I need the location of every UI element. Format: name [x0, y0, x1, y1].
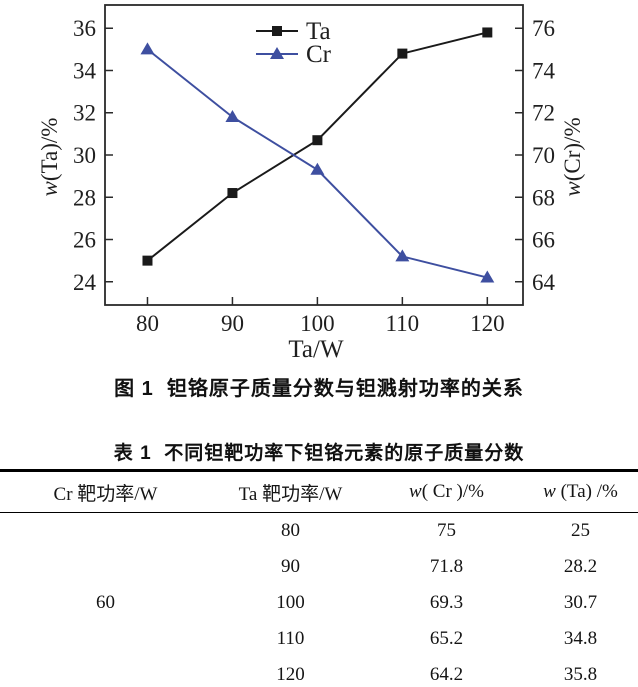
cell-cr-power: 60: [96, 592, 115, 613]
legend-marker-cr: [270, 47, 284, 59]
y-right-tick-label: 64: [532, 270, 556, 295]
table-row: 110 65.2 34.8: [0, 621, 638, 657]
data-point-cr: [140, 42, 155, 55]
table-row: 120 64.2 35.8: [0, 657, 638, 687]
cell-w-ta: 25: [571, 520, 590, 541]
y-right-tick-label: 76: [532, 16, 555, 41]
x-tick-label: 100: [300, 311, 335, 336]
cell-ta-power: 80: [281, 520, 300, 541]
y-right-tick-label: 68: [532, 185, 555, 210]
data-point-ta: [482, 27, 493, 38]
x-tick-label: 110: [386, 311, 420, 336]
col-header-4: w (Ta) /%: [523, 470, 638, 513]
figure-1: 80 90 100 110 120 24 26 28 30 32 34 36 64 66 68 70 72 74 7…: [37, 4, 585, 400]
y-left-tick-label: 36: [73, 16, 96, 41]
cell-w-cr: 71.8: [429, 556, 464, 577]
y-left-tick-label: 26: [73, 228, 96, 253]
data-point-cr: [225, 109, 240, 122]
col-header-1: Cr 靶功率/W: [0, 470, 211, 513]
y-left-tick-label: 30: [73, 143, 96, 168]
y-left-tick-label: 34: [73, 58, 97, 83]
y-left-tick-label: 28: [73, 185, 96, 210]
x-tick-label: 90: [221, 311, 244, 336]
legend-label-ta: Ta: [306, 18, 331, 45]
y-left-axis-label: w(Ta)/%: [37, 118, 62, 197]
cell-w-cr: 65.2: [429, 628, 464, 649]
table-title: 表 1 不同钽靶功率下钽铬元素的原子质量分数: [113, 443, 525, 464]
table-row: 60 80 75 25: [0, 513, 638, 613]
cell-w-ta: 28.2: [563, 556, 598, 577]
cell-w-cr: 69.3: [429, 592, 464, 613]
table-header: Cr 靶功率/W Ta 靶功率/W w( Cr )/% w (Ta) /%: [0, 470, 638, 513]
y-left-tick-label: 24: [73, 270, 97, 295]
col-header-3: w( Cr )/%: [370, 470, 523, 513]
cell-w-ta: 35.8: [563, 664, 598, 685]
cell-ta-power: 120: [276, 664, 305, 685]
cell-w-cr: 75: [437, 520, 456, 541]
line-chart: 80 90 100 110 120 24 26 28 30 32 34 36 64 66 68 70 72 74 7…: [37, 4, 585, 363]
y-right-tick-label: 72: [532, 101, 555, 126]
data-point-cr: [480, 270, 495, 283]
figure-caption: 图 1 钽铬原子质量分数与钽溅射功率的关系: [114, 378, 524, 400]
col-header-2: Ta 靶功率/W: [211, 470, 370, 513]
legend-marker-ta: [272, 26, 282, 36]
cell-w-cr: 64.2: [429, 664, 464, 685]
y-right-tick-label: 74: [532, 58, 556, 83]
y-right-axis-label: w(Cr)/%: [560, 117, 585, 196]
data-point-cr: [395, 249, 410, 262]
data-point-ta: [312, 135, 323, 146]
y-left-tick-label: 32: [73, 101, 96, 126]
table-row: 90 71.8 28.2: [0, 549, 638, 585]
data-point-cr: [310, 162, 325, 175]
data-point-ta: [142, 255, 153, 266]
cell-ta-power: 90: [281, 556, 300, 577]
table-row: 100 69.3 30.7: [0, 585, 638, 621]
y-right-tick-label: 70: [532, 143, 555, 168]
cell-w-ta: 34.8: [563, 628, 598, 649]
data-table: Cr 靶功率/W Ta 靶功率/W w( Cr )/% w (Ta) /% 60 80 7…: [0, 469, 638, 687]
cell-ta-power: 100: [276, 592, 305, 613]
x-axis-label: Ta/W: [288, 336, 344, 363]
cell-ta-power: 110: [276, 628, 305, 649]
y-right-tick-label: 66: [532, 228, 555, 253]
cell-w-ta: 30.7: [563, 592, 598, 613]
x-tick-label: 120: [470, 311, 505, 336]
data-point-ta: [397, 48, 408, 59]
x-tick-label: 80: [136, 311, 159, 336]
legend-label-cr: Cr: [306, 41, 332, 68]
data-point-ta: [227, 188, 238, 199]
